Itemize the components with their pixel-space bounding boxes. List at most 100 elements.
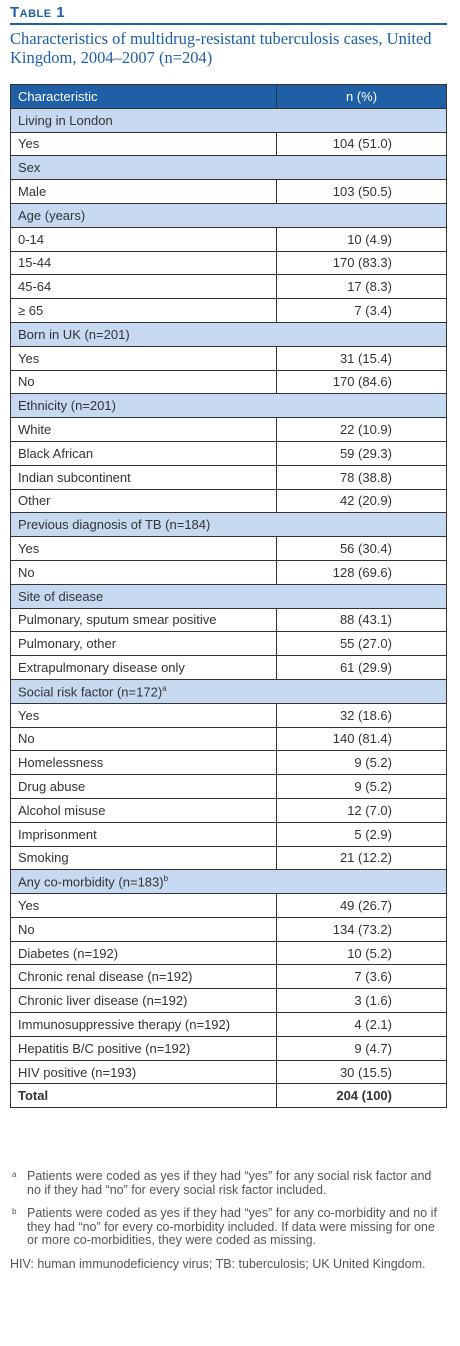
data-row: 0-14 10 (4.9)	[10, 226, 447, 252]
section-cell: Any co-morbidity (n=183)b	[10, 869, 447, 895]
row-label: Other	[10, 488, 277, 514]
row-value: 170 (83.3)	[276, 250, 447, 276]
section-label: Any co-morbidity (n=183)	[18, 874, 164, 890]
section-label: Site of disease	[18, 588, 104, 604]
row-value: 17 (8.3)	[276, 274, 447, 300]
data-row: Diabetes (n=192) 10 (5.2)	[10, 940, 447, 966]
footnotes: a Patients were coded as yes if they had …	[10, 1169, 440, 1271]
row-label: Pulmonary, other	[10, 631, 277, 657]
footnote: b Patients were coded as yes if they had …	[10, 1206, 440, 1248]
table-title: Characteristics of multidrug-resistant t…	[10, 29, 432, 67]
data-row: 15-44 170 (83.3)	[10, 250, 447, 276]
row-value: 55 (27.0)	[276, 631, 447, 657]
data-row: Chronic renal disease (n=192) 7 (3.6)	[10, 964, 447, 990]
row-label: Extrapulmonary disease only	[10, 655, 277, 680]
row-label: Diabetes (n=192)	[10, 940, 277, 966]
section-cell: Social risk factor (n=172)a	[10, 678, 447, 704]
section-label: Ethnicity (n=201)	[18, 398, 116, 414]
row-label: No	[10, 916, 277, 942]
data-row: 45-64 17 (8.3)	[10, 274, 447, 300]
row-label: Chronic renal disease (n=192)	[10, 964, 277, 990]
row-label: Smoking	[10, 845, 277, 871]
data-row: Pulmonary, sputum smear positive 88 (43.1…	[10, 607, 447, 633]
row-label: Yes	[10, 131, 277, 157]
section-row: Age (years)	[10, 202, 447, 228]
row-value: 10 (4.9)	[276, 226, 447, 252]
data-row: No 128 (69.6)	[10, 559, 447, 585]
row-value: 42 (20.9)	[276, 488, 447, 514]
row-value: 204 (100)	[276, 1083, 447, 1109]
row-label: Yes	[10, 702, 277, 728]
section-row: Any co-morbidity (n=183)b	[10, 869, 447, 895]
row-label: No	[10, 559, 277, 585]
section-row: Sex	[10, 155, 447, 181]
row-value: 22 (10.9)	[276, 417, 447, 442]
row-label: Imprisonment	[10, 821, 277, 847]
row-value: 31 (15.4)	[276, 345, 447, 371]
section-row: Born in UK (n=201)	[10, 321, 447, 347]
section-label: Sex	[18, 160, 41, 176]
section-cell: Age (years)	[10, 202, 447, 228]
data-row: Drug abuse 9 (5.2)	[10, 774, 447, 799]
row-label: No	[10, 369, 277, 395]
row-label: Alcohol misuse	[10, 797, 277, 823]
header-row: Characteristic n (%)	[10, 84, 447, 109]
row-label: No	[10, 726, 277, 752]
data-row: Yes 32 (18.6)	[10, 702, 447, 728]
row-label: Black African	[10, 440, 277, 466]
section-label: Age (years)	[18, 207, 86, 223]
data-row: Yes 49 (26.7)	[10, 893, 447, 918]
note-mark: a	[162, 683, 167, 693]
row-label: ≥ 65	[10, 298, 277, 323]
row-value: 3 (1.6)	[276, 988, 447, 1014]
row-value: 12 (7.0)	[276, 797, 447, 823]
data-row: No 140 (81.4)	[10, 726, 447, 752]
data-row: Total 204 (100)	[10, 1083, 447, 1109]
row-value: 32 (18.6)	[276, 702, 447, 728]
section-cell: Living in London	[10, 107, 447, 133]
row-value: 21 (12.2)	[276, 845, 447, 871]
row-value: 9 (5.2)	[276, 750, 447, 776]
data-row: No 170 (84.6)	[10, 369, 447, 395]
section-cell: Site of disease	[10, 583, 447, 609]
data-row: Smoking 21 (12.2)	[10, 845, 447, 871]
row-value: 78 (38.8)	[276, 464, 447, 490]
data-row: Imprisonment 5 (2.9)	[10, 821, 447, 847]
row-value: 104 (51.0)	[276, 131, 447, 157]
footnote: a Patients were coded as yes if they had …	[10, 1169, 440, 1197]
section-cell: Previous diagnosis of TB (n=184)	[10, 512, 447, 538]
row-value: 49 (26.7)	[276, 893, 447, 918]
row-value: 134 (73.2)	[276, 916, 447, 942]
row-label: HIV positive (n=193)	[10, 1059, 277, 1085]
row-label: Chronic liver disease (n=192)	[10, 988, 277, 1014]
row-label: White	[10, 417, 277, 442]
footnote-text: Patients were coded as yes if they had “…	[27, 1206, 437, 1247]
note-mark: b	[163, 874, 169, 884]
column-header: Characteristic	[10, 84, 277, 109]
column-header: n (%)	[276, 84, 447, 109]
row-label: 0-14	[10, 226, 277, 252]
row-label: Total	[10, 1083, 277, 1109]
row-value: 88 (43.1)	[276, 607, 447, 633]
row-value: 7 (3.4)	[276, 298, 447, 323]
row-label: Drug abuse	[10, 774, 277, 799]
row-value: 56 (30.4)	[276, 536, 447, 561]
data-row: White 22 (10.9)	[10, 417, 447, 442]
section-row: Ethnicity (n=201)	[10, 393, 447, 419]
row-value: 128 (69.6)	[276, 559, 447, 585]
row-label: Yes	[10, 345, 277, 371]
table-label: Table 1	[10, 4, 66, 21]
row-value: 140 (81.4)	[276, 726, 447, 752]
footnote-text: Patients were coded as yes if they had “…	[27, 1169, 432, 1197]
table: Characteristic n (%) Living in London Yes…	[10, 84, 447, 1109]
row-label: Yes	[10, 536, 277, 561]
data-row: Black African 59 (29.3)	[10, 440, 447, 466]
row-label: Indian subcontinent	[10, 464, 277, 490]
data-row: Indian subcontinent 78 (38.8)	[10, 464, 447, 490]
row-value: 9 (5.2)	[276, 774, 447, 799]
rule	[10, 23, 447, 25]
row-value: 4 (2.1)	[276, 1012, 447, 1037]
row-value: 7 (3.6)	[276, 964, 447, 990]
section-row: Site of disease	[10, 583, 447, 609]
